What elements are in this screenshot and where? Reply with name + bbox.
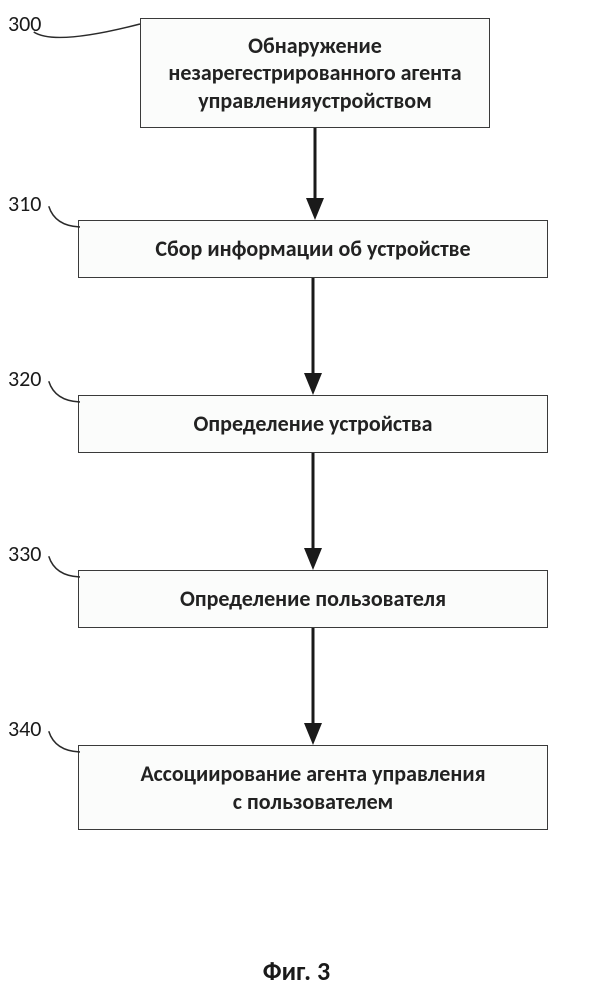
flowchart-canvas: Фиг. 3 Обнаружение незарегестрированного… <box>0 0 593 999</box>
arrow-n330-n340 <box>0 0 593 999</box>
